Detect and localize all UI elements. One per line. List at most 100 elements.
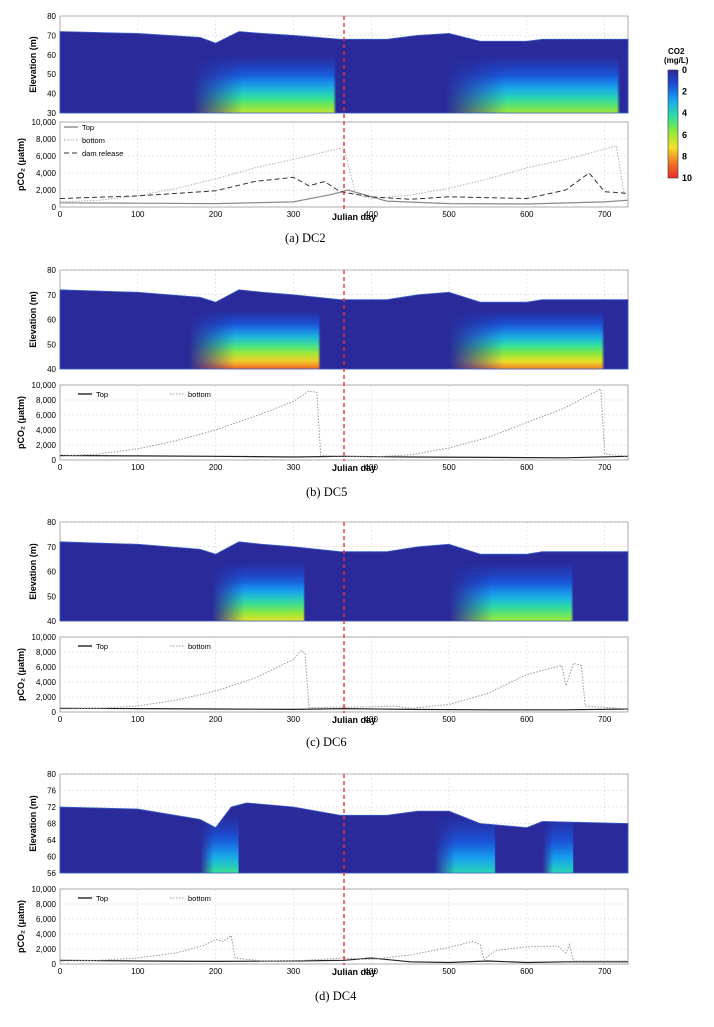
pco2-x-tick-label: 700 (598, 210, 612, 219)
co2-bottom-accumulation (449, 559, 574, 621)
pco2-x-tick-label: 700 (598, 967, 612, 976)
pco2-y-tick-label: 6,000 (36, 915, 57, 924)
contour-y-tick-label: 70 (47, 291, 56, 300)
pco2-x-tick-label: 0 (58, 967, 63, 976)
pco2-x-axis-label: Julian day (332, 463, 376, 473)
series-line-bottom (59, 145, 625, 203)
colorbar-tick-label: 8 (682, 151, 687, 161)
series-line-top (59, 707, 629, 711)
contour-y-tick-label: 60 (47, 853, 56, 862)
colorbar-tick-label: 6 (682, 130, 687, 140)
pco2-x-axis-label: Julian day (332, 715, 376, 725)
contour-y-axis-label: Elevation (m) (28, 795, 38, 852)
panel-DC6: 40 50 60 70 80 Elevation (m) 0 2,000 4,000 6,000 8… (16, 518, 629, 749)
water-surface-line (59, 31, 629, 114)
pco2-y-tick-label: 8,000 (36, 135, 57, 144)
pco2-x-tick-label: 100 (131, 210, 145, 219)
co2-bottom-accumulation (445, 52, 621, 113)
pco2-y-tick-label: 0 (52, 960, 57, 969)
pco2-y-tick-label: 8,000 (36, 396, 57, 405)
pco2-x-tick-label: 100 (131, 715, 145, 724)
contour-y-tick-label: 60 (47, 568, 56, 577)
pco2-x-tick-label: 500 (442, 967, 456, 976)
co2-bottom-accumulation (188, 307, 321, 369)
contour-y-tick-label: 40 (47, 365, 56, 374)
pco2-y-axis-label: pCO₂ (μatm) (16, 138, 26, 191)
colorbar-title: CO2 (668, 47, 685, 56)
pco2-y-axis-label: pCO₂ (μatm) (16, 396, 26, 449)
series-line-top (59, 957, 628, 964)
series-line-bottom (59, 934, 628, 962)
contour-y-tick-label: 68 (47, 820, 56, 829)
pco2-y-tick-label: 10,000 (32, 118, 57, 127)
pco2-x-tick-label: 300 (287, 210, 301, 219)
contour-y-tick-label: 30 (47, 109, 56, 118)
colorbar-ramp (667, 69, 679, 179)
contour-y-tick-label: 80 (47, 12, 56, 21)
pco2-x-tick-label: 200 (209, 967, 223, 976)
co2-bottom-accumulation (211, 559, 306, 621)
contour-y-tick-label: 60 (47, 316, 56, 325)
pco2-x-axis-label: Julian day (332, 212, 376, 222)
water-surface-line (59, 541, 629, 622)
legend-label: Top (96, 390, 108, 399)
pco2-x-tick-label: 100 (131, 463, 145, 472)
colorbar: CO2 (mg/L) 0 2 4 6 8 10 (664, 47, 692, 183)
pco2-y-tick-label: 8,000 (36, 648, 57, 657)
contour-y-tick-label: 76 (47, 787, 56, 796)
contour-y-tick-label: 50 (47, 592, 56, 601)
panel-caption: (c) DC6 (306, 735, 347, 749)
pco2-legend: Top bottom (78, 894, 211, 903)
panel-DC4: 56 60 64 68 72 76 80 Elevation (m) 0 2,000 4,000 6,… (16, 770, 629, 1003)
series-line-bottom (59, 387, 629, 458)
co2-bottom-accumulation (449, 307, 605, 369)
pco2-y-axis-label: pCO₂ (μatm) (16, 648, 26, 701)
colorbar-tick-label: 0 (682, 65, 687, 75)
pco2-x-tick-label: 300 (287, 715, 301, 724)
contour-y-tick-label: 70 (47, 31, 56, 40)
legend-label: Top (96, 642, 108, 651)
pco2-x-tick-label: 600 (520, 715, 534, 724)
series-line-dam-release (59, 172, 629, 200)
contour-y-tick-label: 80 (47, 770, 56, 779)
pco2-x-tick-label: 500 (442, 715, 456, 724)
pco2-y-tick-label: 0 (52, 456, 57, 465)
panel-caption: (d) DC4 (315, 989, 357, 1003)
panel-caption: (a) DC2 (285, 231, 326, 245)
water-surface-line (59, 289, 629, 370)
pco2-x-tick-label: 700 (598, 715, 612, 724)
pco2-y-tick-label: 2,000 (36, 693, 57, 702)
pco2-x-tick-label: 200 (209, 715, 223, 724)
pco2-y-tick-label: 0 (52, 708, 57, 717)
contour-y-tick-label: 40 (47, 617, 56, 626)
contour-y-tick-label: 60 (47, 51, 56, 60)
panel-caption: (b) DC5 (306, 485, 347, 499)
pco2-y-tick-label: 2,000 (36, 186, 57, 195)
colorbar-tick-label: 10 (682, 173, 692, 183)
contour-y-tick-label: 40 (47, 90, 56, 99)
pco2-x-tick-label: 300 (287, 967, 301, 976)
panel-DC2: 30 40 50 60 70 80 Elevation (m) 0 2,000 4,000 6,00… (16, 12, 629, 245)
pco2-x-tick-label: 600 (520, 210, 534, 219)
pco2-y-tick-label: 10,000 (32, 885, 57, 894)
pco2-y-axis-label: pCO₂ (μatm) (16, 900, 26, 953)
pco2-y-tick-label: 0 (52, 203, 57, 212)
pco2-legend: Top bottom (78, 642, 211, 651)
legend-label: dam release (82, 149, 123, 158)
co2-bottom-accumulation (192, 52, 337, 113)
pco2-x-tick-label: 400 (365, 463, 379, 472)
pco2-y-tick-label: 8,000 (36, 900, 57, 909)
legend-label: Top (96, 894, 108, 903)
pco2-y-tick-label: 2,000 (36, 441, 57, 450)
contour-y-tick-label: 70 (47, 543, 56, 552)
series-line-top (59, 189, 629, 205)
colorbar-unit: (mg/L) (664, 56, 689, 65)
contour-y-tick-label: 50 (47, 340, 56, 349)
contour-y-tick-label: 80 (47, 518, 56, 527)
pco2-y-tick-label: 10,000 (32, 381, 57, 390)
pco2-x-tick-label: 200 (209, 210, 223, 219)
pco2-y-tick-label: 6,000 (36, 663, 57, 672)
contour-y-axis-label: Elevation (m) (28, 36, 38, 93)
contour-y-axis-label: Elevation (m) (28, 543, 38, 600)
legend-label: Top (82, 123, 94, 132)
